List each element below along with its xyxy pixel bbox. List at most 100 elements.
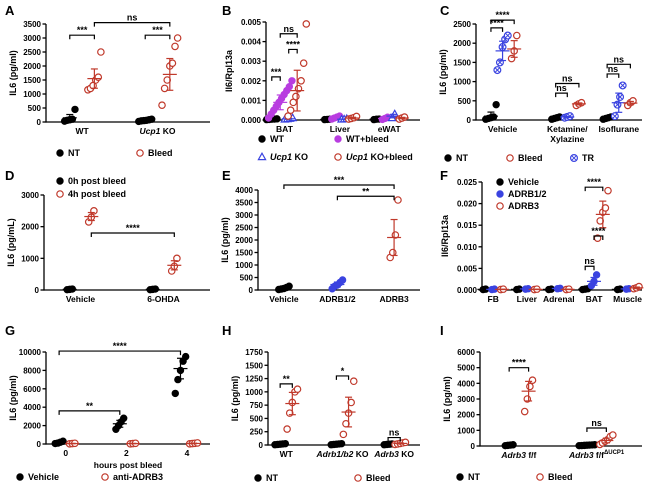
data-point xyxy=(520,407,529,416)
y-tick-label: 1750 xyxy=(245,348,263,357)
data-point-x2 xyxy=(612,113,618,119)
legend-label: NT xyxy=(266,473,278,483)
category-label: Ucp1 KO xyxy=(140,126,176,136)
significance-bracket xyxy=(69,34,95,40)
legend-label: Bleed xyxy=(148,148,173,158)
significance-label: ns xyxy=(584,256,595,266)
category-label: 0 xyxy=(63,448,68,458)
category-label: WT xyxy=(280,449,294,459)
y-tick-label: 0.005 xyxy=(241,18,262,27)
significance-label: ns xyxy=(283,24,294,34)
data-point-x2 xyxy=(494,67,501,73)
category-label: ADRB3 xyxy=(379,294,409,304)
data-point xyxy=(97,48,105,56)
significance-bracket xyxy=(555,92,568,98)
category-label: Muscle xyxy=(613,294,642,304)
legend-label: Vehicle xyxy=(508,177,539,187)
data-point xyxy=(160,84,169,93)
y-tick-label: 0.004 xyxy=(241,38,262,47)
significance-bracket xyxy=(271,76,281,81)
legend-label: 4h post bleed xyxy=(68,189,126,199)
significance-label: ns xyxy=(389,428,400,438)
data-point xyxy=(596,217,605,225)
panel-label-H: H xyxy=(222,323,231,338)
data-point xyxy=(526,382,534,391)
data-point xyxy=(394,196,402,204)
legend-label: 0h post bleed xyxy=(68,176,126,186)
legend-label: Ucp1 KO xyxy=(270,152,308,162)
data-point-x2 xyxy=(620,82,626,89)
legend-label: Bleed xyxy=(518,153,543,163)
data-point xyxy=(288,77,296,85)
y-tick-label: 0.010 xyxy=(457,243,478,252)
y-axis-label: IL6 (pg/ml) xyxy=(230,376,240,422)
legend-marker xyxy=(56,149,64,157)
data-point xyxy=(299,59,308,67)
y-tick-label: 0.005 xyxy=(457,264,478,273)
significance-label: ** xyxy=(283,374,291,384)
data-point xyxy=(528,376,537,385)
y-tick-label: 0 xyxy=(35,286,40,295)
y-tick-label: 3000 xyxy=(21,191,39,200)
y-tick-label: 3500 xyxy=(23,20,41,29)
category-label: Adrb3 f/f xyxy=(500,450,536,460)
data-point xyxy=(148,115,156,123)
legend-marker xyxy=(101,473,109,481)
y-tick-label: 1000 xyxy=(235,261,253,270)
y-tick-label: 4000 xyxy=(457,379,475,388)
legend-label: anti-ADRB3 xyxy=(113,472,163,482)
y-tick-label: 1250 xyxy=(245,375,263,384)
significance-label: ns xyxy=(127,13,138,23)
significance-bracket xyxy=(387,436,401,442)
category-label: Liver xyxy=(330,124,351,134)
legend-label: NT xyxy=(68,148,80,158)
significance-bracket xyxy=(606,73,620,78)
significance-label: **** xyxy=(490,18,505,28)
significance-label: *** xyxy=(271,67,282,77)
data-point xyxy=(629,97,637,105)
y-tick-label: 500 xyxy=(458,97,472,106)
legend-marker xyxy=(496,202,504,210)
category-label: Vehicle xyxy=(488,124,518,134)
y-axis-label: IL6 (pg/ml) xyxy=(220,217,230,263)
legend-marker xyxy=(334,153,342,161)
y-tick-label: 250 xyxy=(250,428,264,437)
legend-marker xyxy=(569,154,578,163)
legend-label: NT xyxy=(456,153,468,163)
y-tick-label: 6000 xyxy=(23,385,41,394)
data-point xyxy=(512,31,521,40)
data-point xyxy=(283,425,291,433)
y-axis-label: IL6 (pg/ml) xyxy=(8,375,18,421)
y-tick-label: 2500 xyxy=(453,20,471,29)
significance-label: **** xyxy=(126,223,141,233)
legend-label: TR xyxy=(582,153,594,163)
data-point xyxy=(293,385,302,394)
legend-marker xyxy=(506,154,514,162)
panel-I: I 0 1000 2000 3000 4000 5000 6000 IL6 (pg/ml) Adr… xyxy=(440,323,642,482)
legend-marker xyxy=(496,178,504,186)
data-point xyxy=(592,271,601,279)
legend-label: Vehicle xyxy=(28,472,59,482)
legend-marker xyxy=(354,474,362,482)
significance-label: ns xyxy=(562,74,573,84)
y-tick-label: 0.020 xyxy=(457,200,478,209)
y-tick-label: 2000 xyxy=(457,411,475,420)
legend-label: Bleed xyxy=(366,473,391,483)
category-label: Vehicle xyxy=(269,294,299,304)
data-point xyxy=(609,431,617,439)
y-tick-label: 0 xyxy=(37,118,42,127)
y-tick-label: 8000 xyxy=(23,366,41,375)
category-label: Liver xyxy=(517,294,538,304)
panel-label-I: I xyxy=(440,323,444,338)
significance-bracket xyxy=(90,232,175,237)
significance-bracket xyxy=(279,33,298,38)
y-axis-label: Il6/Rpl13a xyxy=(440,214,450,257)
y-tick-label: 2000 xyxy=(23,422,41,431)
panel-D: D 0 1000 2000 3000 IL6 (pg/mL) Vehicle 6-OHDA **… xyxy=(5,168,210,304)
category-label: ADRB1/2 xyxy=(319,294,356,304)
y-tick-label: 0 xyxy=(471,442,476,451)
legend-label: WT+bleed xyxy=(346,134,389,144)
legend-marker xyxy=(536,473,544,481)
data-point xyxy=(388,248,397,257)
